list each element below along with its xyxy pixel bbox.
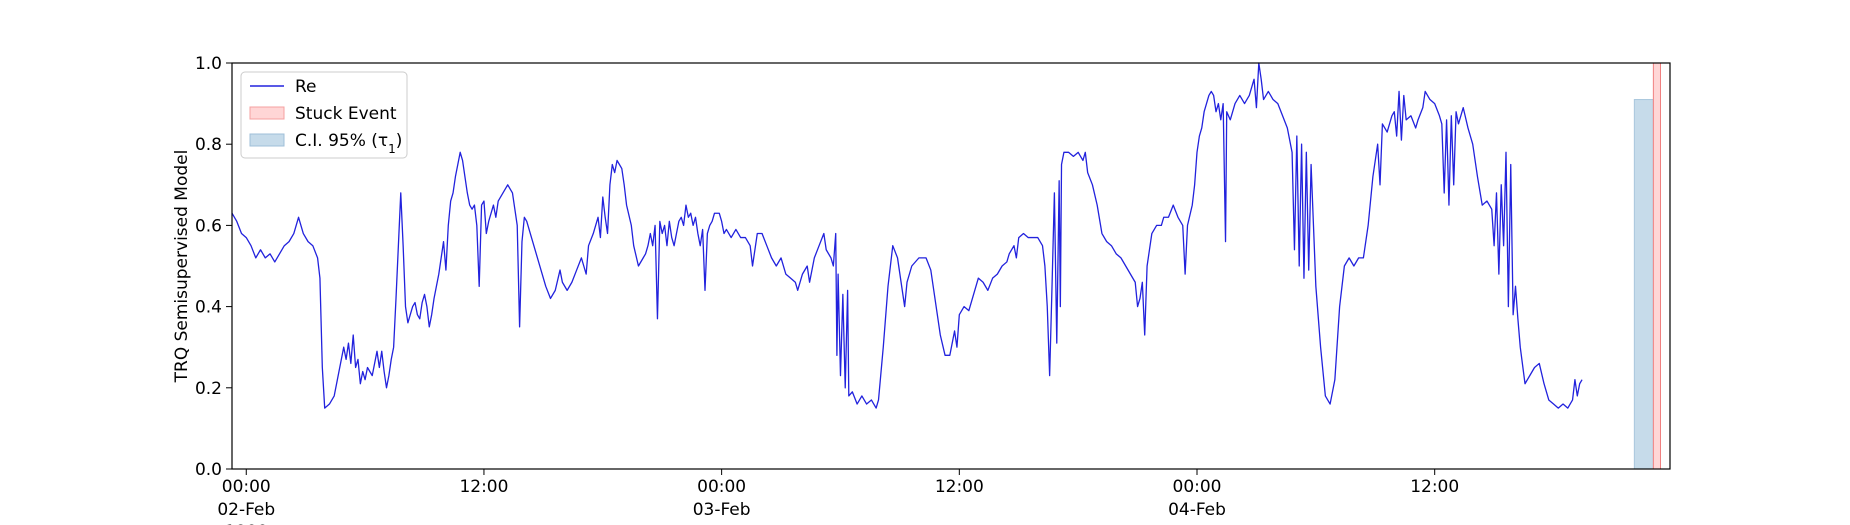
stuck-event-band xyxy=(1652,62,1661,470)
legend-label: C.I. 95% (τ1) xyxy=(295,131,402,156)
x-tick-label: 12:00 xyxy=(1410,477,1459,497)
y-axis-label: TRQ Semisupervised Model xyxy=(172,150,192,384)
y-tick-label: 0.2 xyxy=(195,379,222,399)
series-line-re xyxy=(231,62,1583,409)
x-tick-date-label: 04-Feb xyxy=(1168,500,1226,520)
x-tick-label: 12:00 xyxy=(935,477,984,497)
confidence-interval-layer xyxy=(1633,99,1654,470)
y-tick-label: 0.8 xyxy=(195,135,222,155)
x-tick-date-label: 02-Feb xyxy=(217,500,275,520)
x-tick-label: 12:00 xyxy=(459,477,508,497)
x-tick-label: 00:00 xyxy=(222,477,271,497)
axes xyxy=(231,62,1671,470)
legend-swatch-patch xyxy=(249,133,285,147)
y-axis-ticks: 0.0 0.2 0.4 0.6 0.8 1.0 xyxy=(195,54,232,480)
plot-frame xyxy=(231,62,1671,470)
x-tick-label: 00:00 xyxy=(697,477,746,497)
legend-swatch-patch xyxy=(249,106,285,120)
x-axis-ticks: 00:00 02-Feb 1900 12:00 00:00 03-Feb 12:00 00:0… xyxy=(217,469,1459,525)
series-layer xyxy=(231,62,1583,409)
legend-label: Stuck Event xyxy=(295,104,397,124)
x-tick-label: 00:00 xyxy=(1173,477,1222,497)
y-tick-label: 0.4 xyxy=(195,298,222,318)
y-tick-label: 0.0 xyxy=(195,460,222,480)
stuck-event-layer xyxy=(1652,62,1661,470)
legend: Re Stuck Event C.I. 95% (τ1) xyxy=(240,71,408,159)
x-tick-date-label: 03-Feb xyxy=(693,500,751,520)
legend-label: Re xyxy=(295,77,317,97)
y-tick-label: 1.0 xyxy=(195,54,222,74)
y-tick-label: 0.6 xyxy=(195,216,222,236)
confidence-interval-band xyxy=(1633,99,1654,470)
x-tick-year-label: 1900 xyxy=(225,522,268,525)
